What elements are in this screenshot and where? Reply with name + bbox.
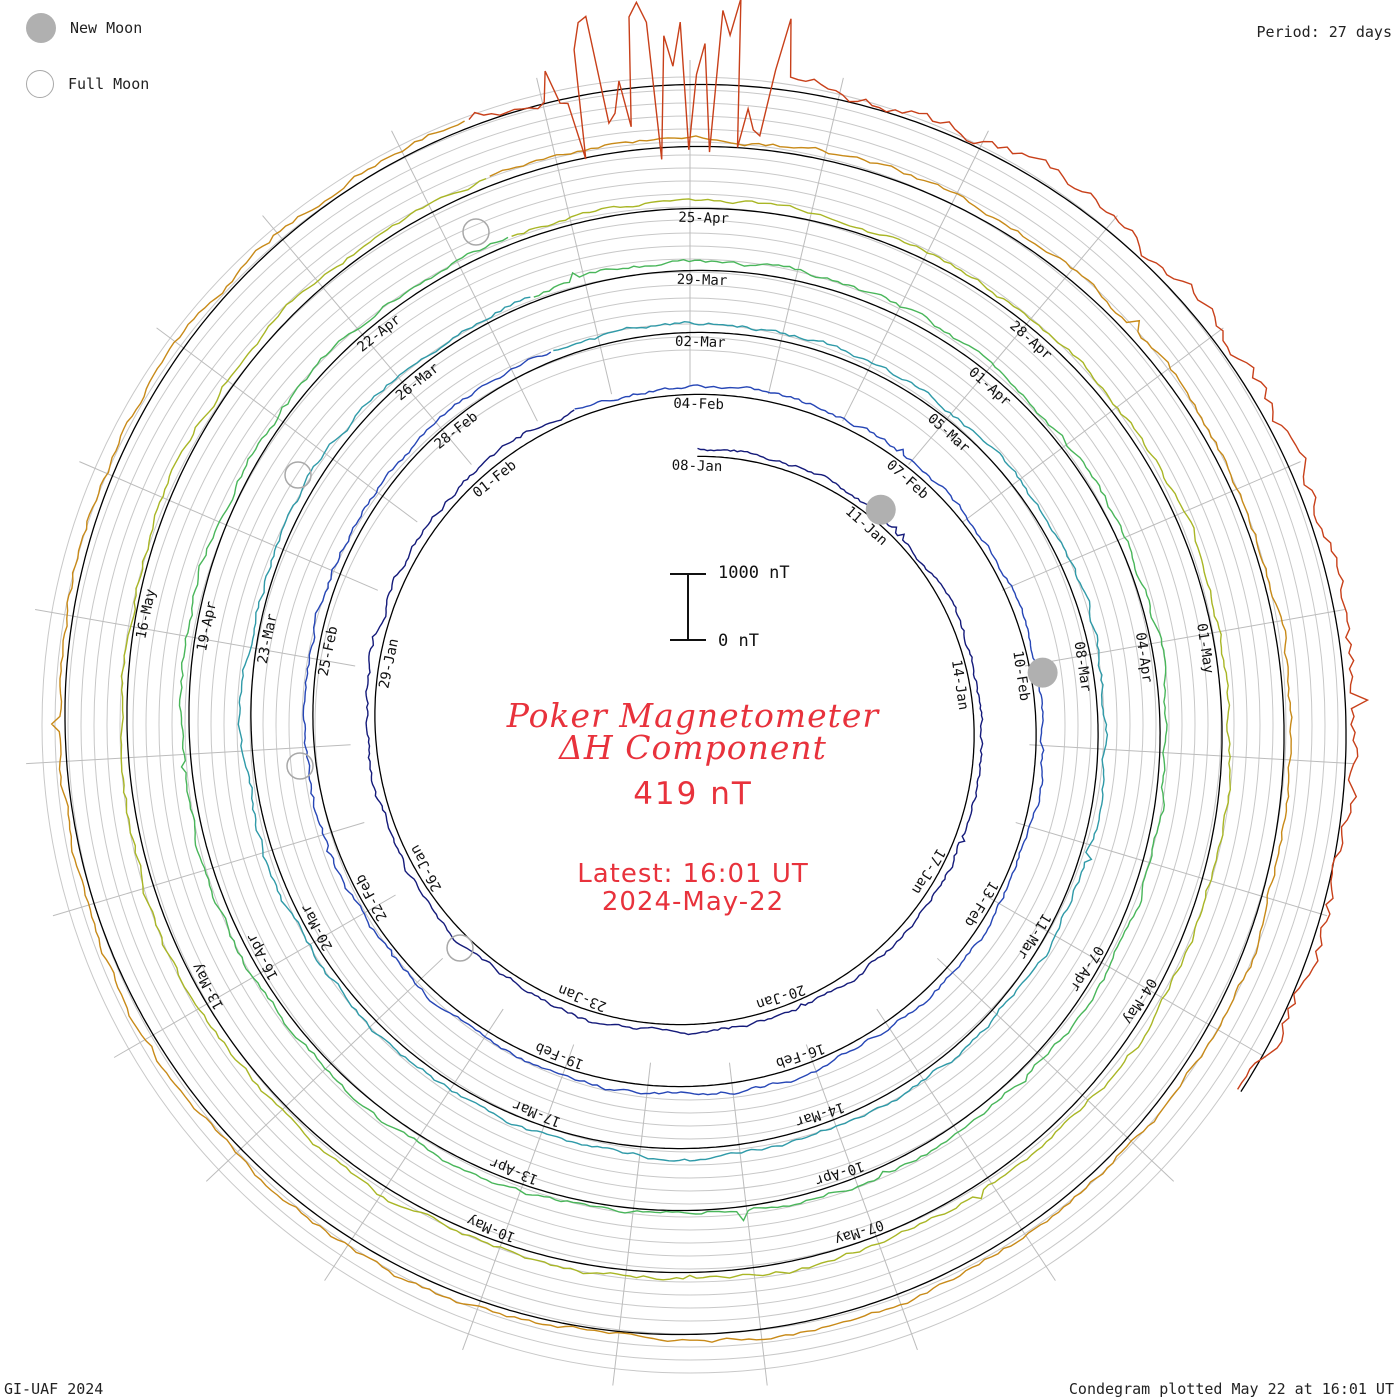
spoke: [805, 1044, 918, 1351]
series-trace: [468, 0, 1370, 1090]
spoke: [156, 327, 418, 523]
chart-title: Poker Magnetometer ΔH Component: [343, 696, 1043, 767]
spoke: [908, 215, 1118, 465]
latest-time: Latest: 16:01 UT: [577, 859, 809, 889]
series-trace: [178, 236, 1168, 1222]
plotted-label: Condegram plotted May 22 at 16:01 UT: [1068, 1380, 1394, 1398]
new-moon-marker: [865, 494, 896, 525]
date-tick-label: 28-Apr: [1006, 318, 1054, 364]
date-tick-label: 10-May: [465, 1212, 518, 1245]
date-tick-label: 29-Jan: [376, 637, 402, 690]
title-line-1: Poker Magnetometer: [506, 696, 880, 735]
spoke: [262, 215, 472, 465]
full-moon-marker: [284, 461, 312, 489]
series-trace: [237, 296, 1109, 1162]
scale-bar: [670, 573, 706, 641]
series-trace: [302, 351, 1045, 1096]
date-tick-label: 08-Mar: [1071, 641, 1094, 693]
legend-full-moon: Full Moon: [26, 70, 149, 98]
date-tick-label: 16-May: [133, 588, 159, 641]
data-traces: [50, 0, 1370, 1343]
spoke: [79, 461, 379, 591]
date-tick-label: 14-Jan: [948, 659, 971, 711]
title-line-2: ΔH Component: [559, 728, 827, 767]
spoke: [536, 77, 613, 395]
date-tick-label: 10-Feb: [1009, 650, 1032, 702]
spoke: [1001, 461, 1301, 591]
date-tick-label: 01-May: [1193, 622, 1216, 674]
series-trace: [50, 120, 1293, 1343]
current-value: 419 nT: [633, 776, 753, 812]
date-tick-label: 29-Mar: [677, 272, 728, 289]
spoke: [52, 822, 365, 917]
spoke: [842, 130, 989, 422]
spoke: [1029, 744, 1354, 765]
spoke: [936, 957, 1175, 1182]
credit-label: GI-UAF 2024: [4, 1380, 104, 1398]
spoke: [1015, 822, 1328, 917]
date-tick-label: 23-Mar: [255, 612, 281, 665]
date-tick-label: 19-Apr: [194, 600, 220, 653]
latest-timestamp: Latest: 16:01 UT 2024-May-22: [343, 860, 1043, 916]
date-tick-label: 08-Jan: [671, 458, 722, 475]
new-moon-label: New Moon: [70, 19, 143, 37]
spoke: [728, 1062, 768, 1386]
series-trace: [365, 409, 984, 1036]
spoke: [391, 130, 538, 422]
new-moon-marker: [1027, 657, 1058, 688]
date-tick-label: 02-Mar: [675, 334, 726, 351]
spoke: [324, 1008, 504, 1281]
full-moon-marker: [462, 218, 490, 246]
date-tick-label: 25-Feb: [316, 625, 342, 678]
full-moon-marker: [446, 934, 474, 962]
date-tick-label: 25-Apr: [678, 210, 729, 227]
latest-date: 2024-May-22: [601, 887, 785, 917]
spoke: [962, 327, 1224, 523]
spoke: [26, 744, 351, 765]
period-label: Period: 27 days: [1256, 23, 1392, 41]
date-tick-label: 17-Mar: [510, 1096, 563, 1129]
spoke: [113, 894, 396, 1058]
scale-bottom-label: 0 nT: [718, 631, 759, 651]
baseline-spiral: [64, 83, 1347, 1336]
date-tick-label: 07-Feb: [883, 457, 931, 503]
date-tick-label: 04-Apr: [1132, 631, 1155, 683]
full-moon-label: Full Moon: [68, 75, 150, 93]
date-tick-label: 01-Feb: [470, 457, 520, 501]
legend-new-moon: New Moon: [26, 13, 142, 43]
baseline-path: [64, 83, 1347, 1336]
date-tick-label: 04-Feb: [673, 396, 724, 413]
scale-top-label: 1000 nT: [718, 563, 790, 583]
spoke: [1024, 609, 1345, 667]
spoke: [205, 957, 444, 1182]
full-moon-marker: [286, 752, 314, 780]
full-moon-icon: [26, 70, 54, 98]
moon-markers: [284, 218, 1058, 962]
spoke: [984, 894, 1267, 1058]
series-trace: [120, 177, 1232, 1281]
date-tick-label: 20-Mar: [298, 901, 336, 953]
spoke: [462, 1044, 575, 1351]
new-moon-icon: [26, 13, 56, 43]
